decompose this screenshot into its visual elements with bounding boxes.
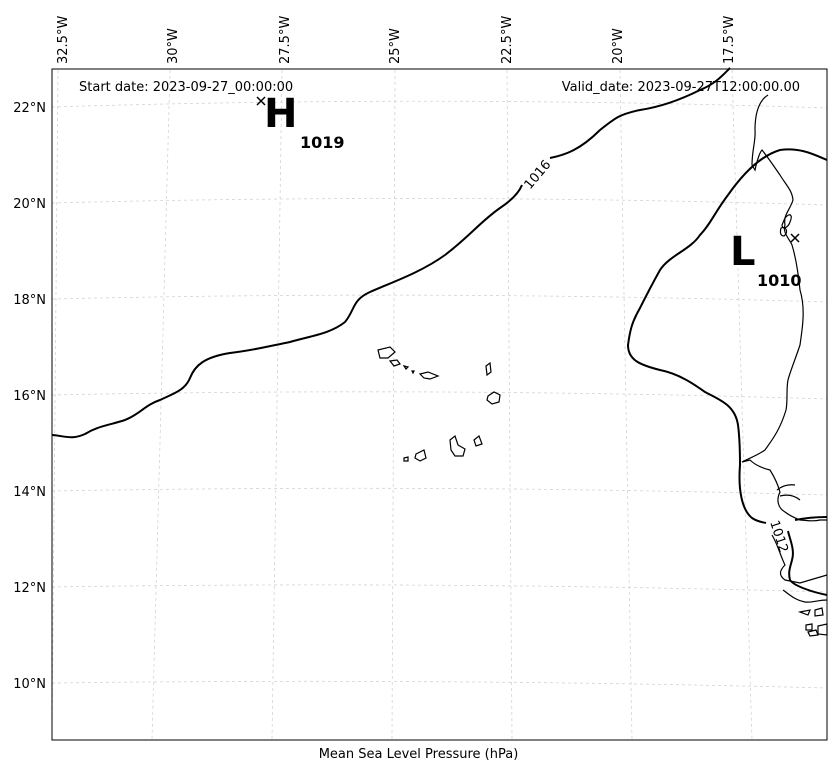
lat-label: 10°N	[13, 677, 46, 692]
lat-labels: 22°N 20°N 18°N 16°N 14°N 12°N 10°N	[13, 101, 46, 692]
high-value: 1019	[300, 133, 345, 152]
islands	[377, 346, 501, 462]
lat-label: 22°N	[13, 101, 46, 116]
lon-label: 32.5°W	[56, 16, 71, 64]
lon-label: 22.5°W	[500, 16, 515, 64]
coastlines	[741, 94, 828, 637]
isobar-1016	[51, 67, 731, 439]
lon-labels: 32.5°W 30°W 27.5°W 25°W 22.5°W 20°W 17.5…	[56, 16, 737, 64]
lon-label: 27.5°W	[278, 16, 293, 64]
high-letter: H	[264, 91, 297, 137]
low-value: 1010	[757, 271, 802, 290]
graticule	[51, 69, 828, 741]
lat-label: 20°N	[13, 197, 46, 212]
low-center-marker	[790, 233, 800, 243]
isobar-1012	[626, 148, 828, 596]
lon-label: 30°W	[166, 28, 181, 64]
low-letter: L	[730, 229, 756, 275]
valid-date: Valid_date: 2023-09-27T12:00:00.00	[562, 80, 800, 95]
lon-label: 25°W	[388, 28, 403, 64]
x-axis-label: Mean Sea Level Pressure (hPa)	[318, 747, 519, 762]
isobar-label-1016: 1016	[522, 158, 555, 193]
lon-label: 17.5°W	[722, 16, 737, 64]
lat-label: 12°N	[13, 581, 46, 596]
center-markers	[256, 96, 800, 243]
map-frame	[51, 68, 828, 741]
isobar-label-1012: 1012	[766, 519, 790, 555]
lat-label: 18°N	[13, 293, 46, 308]
start-date: Start date: 2023-09-27_00:00:00	[79, 80, 293, 95]
high-center-marker	[256, 96, 266, 106]
lon-label: 20°W	[611, 28, 626, 64]
lat-label: 14°N	[13, 485, 46, 500]
lat-label: 16°N	[13, 389, 46, 404]
